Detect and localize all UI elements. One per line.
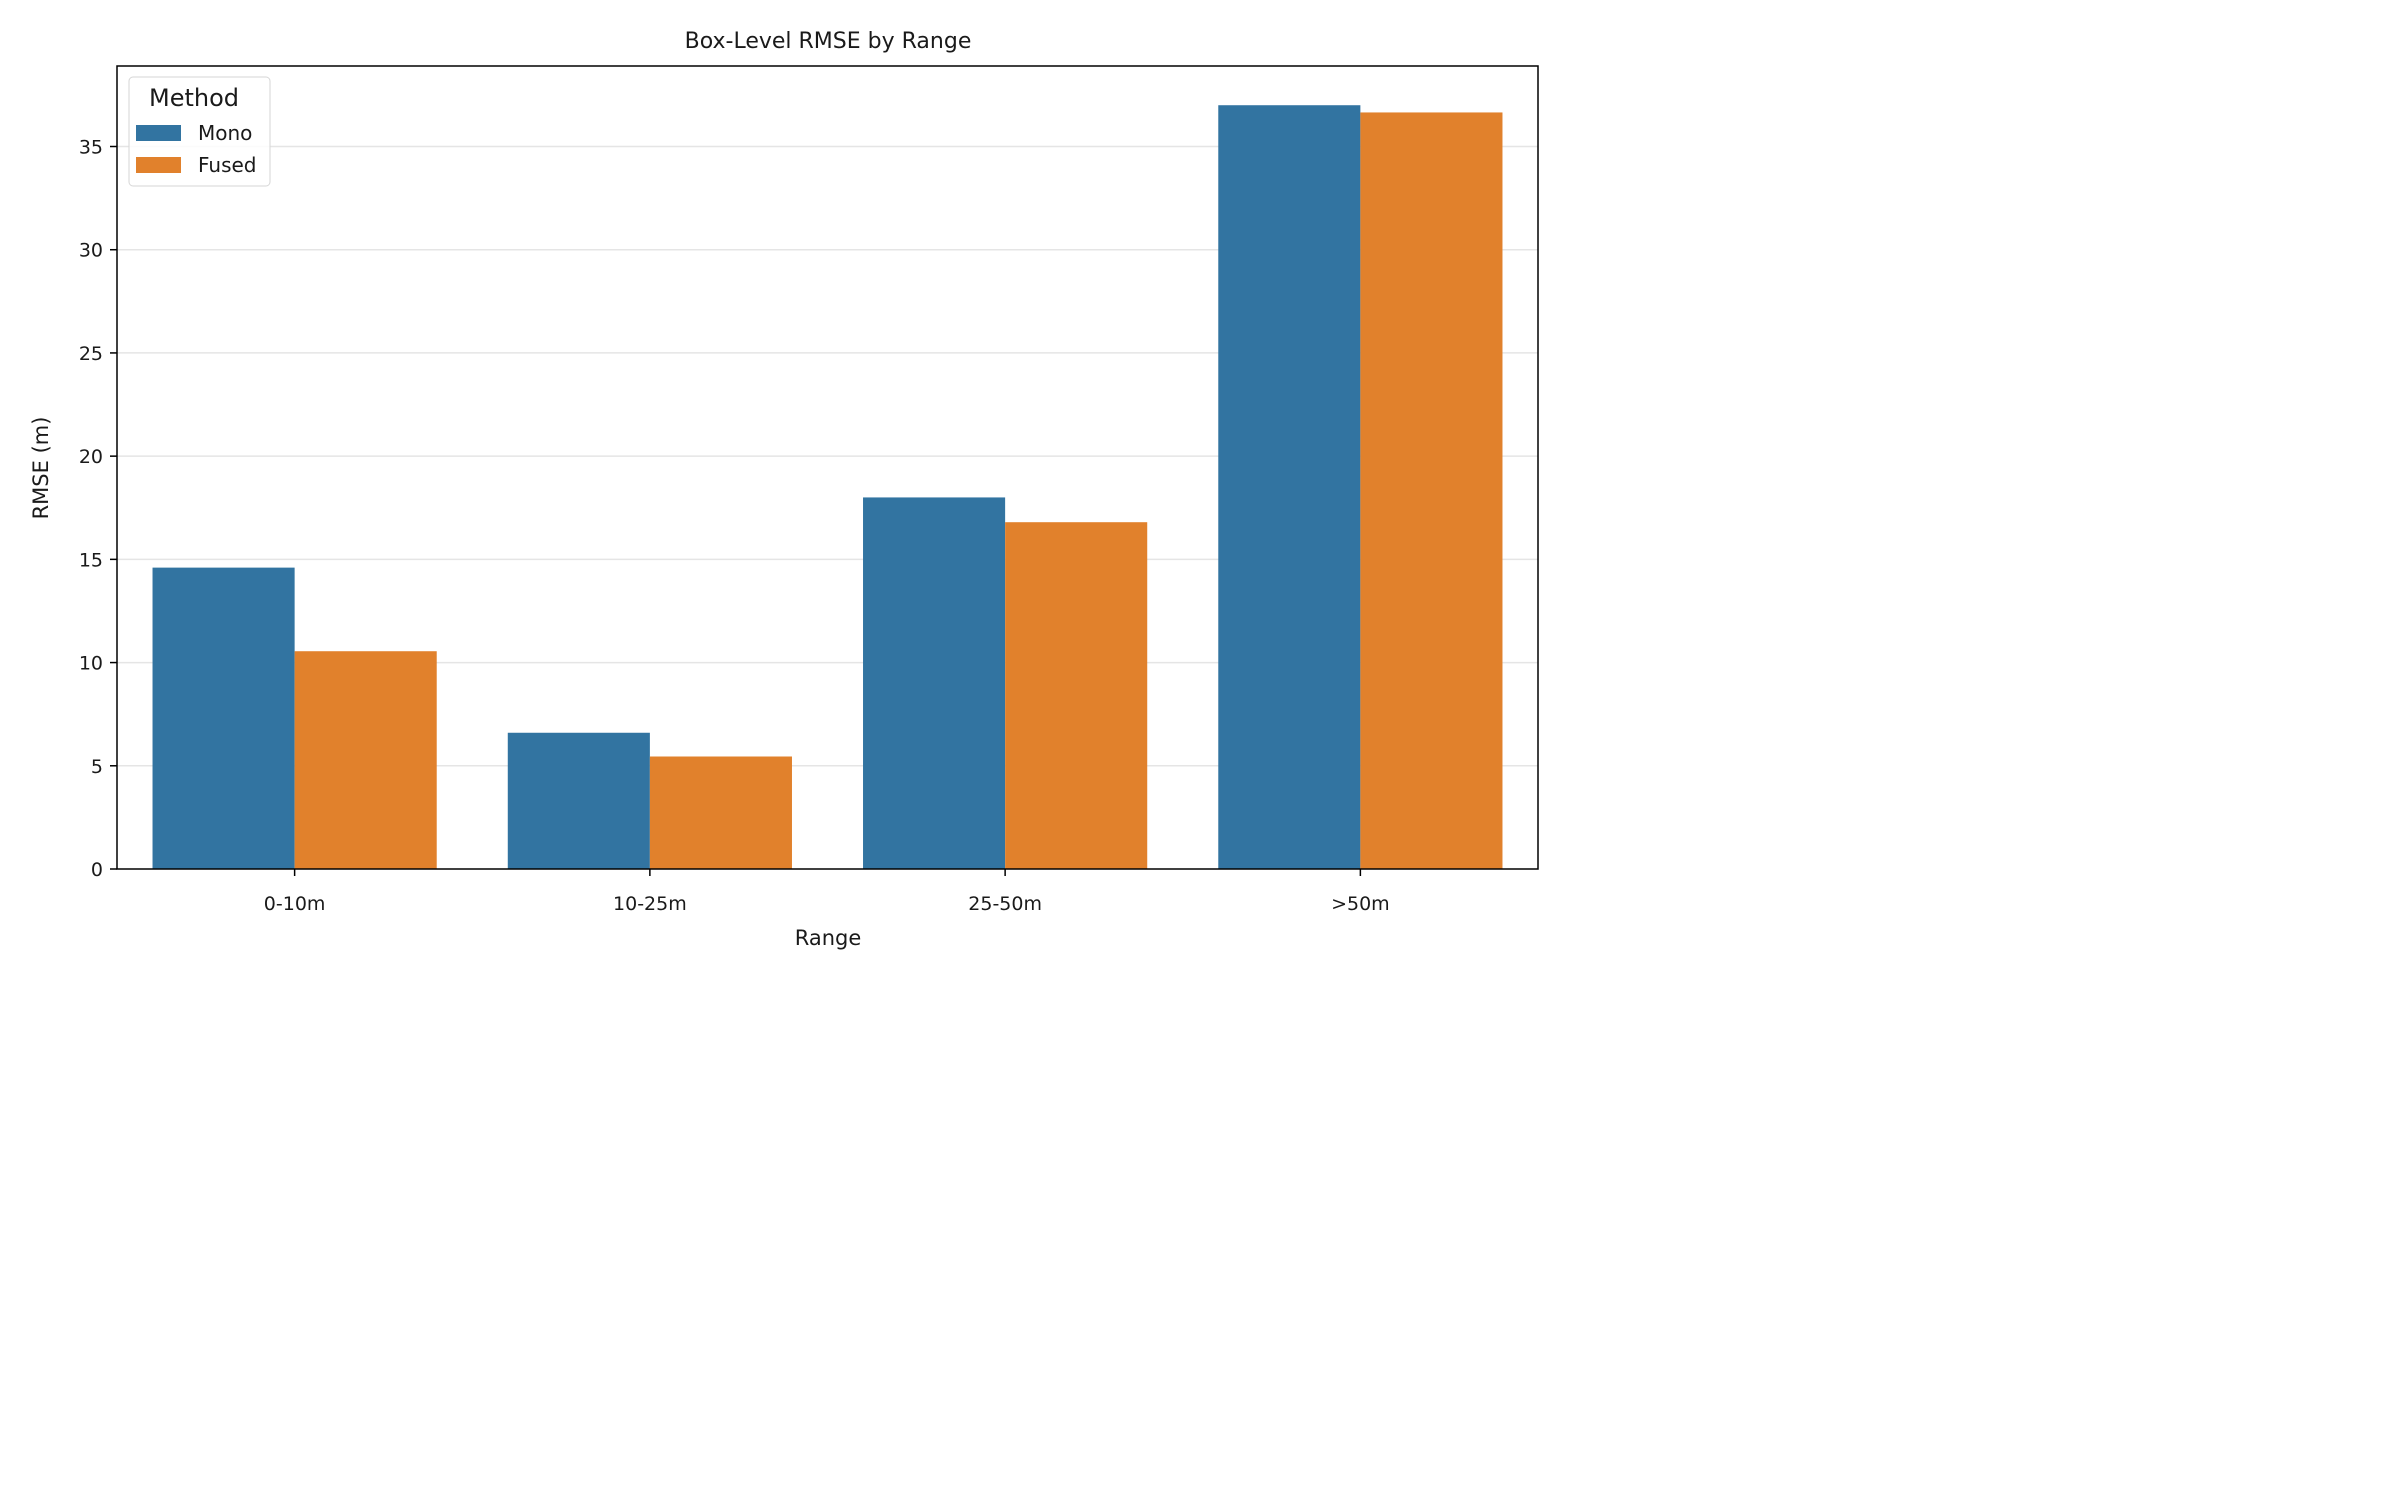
legend-title: Method (149, 84, 239, 112)
x-axis-label: Range (795, 926, 862, 950)
y-tick-label: 35 (79, 137, 103, 159)
legend-swatch-fused (136, 157, 181, 173)
x-tick-label: 0-10m (264, 893, 326, 915)
bar-fused-4 (1360, 112, 1503, 869)
y-tick-label: 0 (91, 859, 103, 881)
y-tick-label: 30 (79, 240, 103, 262)
bar-mono-1 (152, 567, 295, 869)
plot-frame (116, 65, 1539, 870)
y-axis-label: RMSE (m) (29, 417, 53, 520)
y-tick-label: 20 (79, 446, 103, 468)
bar-chart: 0 5 10 15 20 25 30 35 0-10m 10-25m 25-50m >50m Box… (29, 29, 1539, 950)
legend-label-mono: Mono (198, 121, 252, 145)
y-tick-label: 5 (91, 756, 103, 778)
bars (152, 105, 1503, 870)
legend-swatch-mono (136, 125, 181, 141)
bar-mono-3 (863, 497, 1006, 869)
chart-title: Box-Level RMSE by Range (685, 29, 972, 54)
y-tick-label: 25 (79, 343, 103, 365)
bar-fused-3 (1005, 522, 1148, 869)
y-tick-label: 10 (79, 653, 103, 675)
bar-mono-2 (507, 732, 650, 869)
x-tick-label: 10-25m (613, 893, 687, 915)
x-tick-label: >50m (1331, 893, 1390, 915)
x-axis-ticks: 0-10m 10-25m 25-50m >50m (264, 869, 1390, 915)
y-tick-label: 15 (79, 549, 103, 571)
legend: Method Mono Fused (128, 76, 271, 187)
bar-fused-1 (294, 651, 437, 869)
bar-mono-4 (1218, 105, 1361, 870)
x-tick-label: 25-50m (968, 893, 1042, 915)
y-axis-ticks: 0 5 10 15 20 25 30 35 (79, 137, 117, 881)
legend-label-fused: Fused (198, 153, 257, 177)
bar-fused-2 (649, 756, 792, 869)
